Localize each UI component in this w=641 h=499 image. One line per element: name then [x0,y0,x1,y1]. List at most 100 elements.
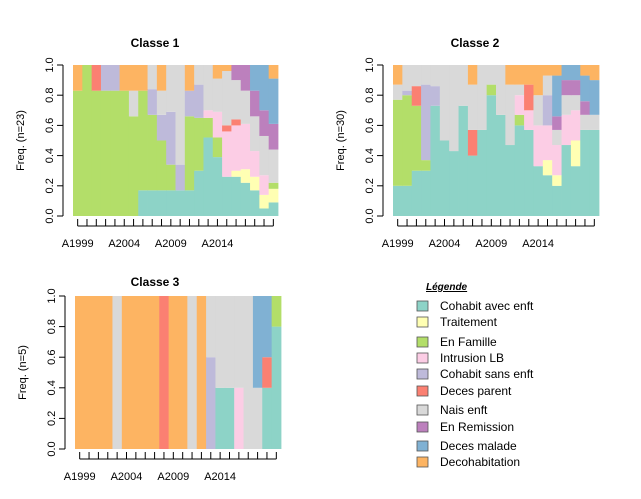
y-axis-label: Freq. (n=5) [17,345,29,400]
y-tick-label: 0.4 [364,148,376,163]
bar-segment-2012-nais-enft [514,84,525,96]
bar-segment-2018-deces-malade [250,65,260,91]
legend-swatch-deces-parent [416,385,429,397]
bar-segment-2018-deces-malade [252,296,263,388]
bar-segment-2002-cohabit-sans-enft [421,84,431,161]
bar-segment-2009-nais-enft [166,65,176,112]
legend-swatch-traitement [416,316,429,328]
bar-segment-2012-cohabit-avec-enft [194,170,204,216]
bar-segment-2011-cohabit-avec-enft [184,190,195,216]
bar-segment-2008-cohabit-avec-enft [477,129,488,216]
bar-segment-2010-decohabitation [178,296,188,449]
bar-segment-2009-cohabit-avec-enft [166,190,176,216]
y-axis-label: Freq. (n=23) [15,110,27,171]
bar-segment-2009-nais-enft [486,65,497,85]
bar-segment-2015-decohabitation [542,65,553,76]
bar-segment-2003-cohabit-sans-enft [430,86,441,106]
bar-segment-2014-decohabitation [533,65,544,96]
bar-segment-2006-nais-enft [458,65,469,106]
bar-segment-2015-nais-enft [222,71,232,126]
bar-segment-2013-en-famille [203,117,214,138]
bar-segment-2008-cohabit-sans-enft [156,114,167,141]
bar-segment-2017-cohabit-avec-enft [240,182,251,216]
x-tick-label: A2009 [155,238,187,250]
bar-segment-2015-cohabit-avec-enft [542,175,553,216]
legend-label-nais-enft: Nais enft [440,403,488,417]
bar-segment-2000-en-famille [402,95,413,186]
bar-segment-2005-decohabitation [131,296,141,449]
bar-segment-2019-cohabit-avec-enft [259,208,270,216]
bar-segment-2013-decohabitation [524,65,534,85]
legend-swatch-cohabit-avec-enft [416,300,429,312]
panel-classe-2: Classe 2 Freq. (n=30) 0.0 0.2 0.4 0.6 0.8 1.0 A1… [335,36,600,250]
bar-segment-2016-decohabitation [552,65,562,76]
bar-segment-2018-traitement [570,140,581,167]
x-tick-label: A2014 [522,238,554,250]
y-tick-label: 1.0 [46,288,58,303]
bar-segment-2006-decohabitation [138,65,148,91]
bar-segment-2003-nais-enft [112,296,123,449]
bar-segment-2008-cohabit-avec-enft [156,190,167,216]
bar-segment-2000-decohabitation [84,296,95,449]
bar-segment-2009-decohabitation [168,296,179,449]
bar-segment-2012-en-famille [514,114,525,126]
bar-segment-2020-en-famille [268,182,279,189]
bar-segment-2017-en-remission [240,65,251,91]
y-tick-label: 0.0 [364,208,376,223]
bar-segment-2012-cohabit-avec-enft [514,125,525,216]
bar-segment-2013-cohabit-avec-enft [203,137,214,216]
bar-segment-2005-nais-enft [449,65,459,152]
plot-title: Classe 3 [131,275,180,289]
bar-segment-2019-deces-malade [259,65,270,111]
bar-segment-2017-en-remission [561,80,572,96]
bar-segment-2015-nais-enft [542,75,553,96]
bar-segment-2010-cohabit-avec-enft [496,114,506,216]
bar-segment-2003-cohabit-sans-enft [110,65,120,91]
bar-segment-2014-cohabit-avec-enft [212,157,223,216]
bar-segment-2005-decohabitation [128,65,139,91]
x-tick-label: A2014 [204,471,236,483]
bar-segment-2014-intrusion-lb [212,111,223,138]
bar-segment-2016-traitement [231,170,242,177]
bar-segment-2020-en-famille [271,296,282,327]
bar-segment-2000-cohabit-sans-enft [402,90,413,96]
bar-segment-2007-cohabit-sans-enft [147,89,158,115]
bar-segment-2012-en-famille [194,117,204,171]
legend: Légende Cohabit avec enft Traitement En Fa… [416,282,534,469]
bar-segment-2016-cohabit-avec-enft [231,176,242,216]
bar-segment-2019-cohabit-avec-enft [580,129,591,216]
bar-segment-2018-intrusion-lb [570,110,581,141]
bar-segment-2007-en-famille [147,114,158,191]
bar-segment-2020-traitement [268,188,279,203]
bar-segment-2012-decohabitation [514,65,525,85]
legend-label-cohabit-sans-enft: Cohabit sans enft [440,367,534,381]
legend-label-deces-parent: Deces parent [440,384,512,398]
bar-segment-2000-en-famille [82,65,93,216]
bar-segment-2009-en-famille [486,84,497,96]
bar-segment-1999-cohabit-avec-enft [393,185,403,216]
bar-segment-2005-en-famille [128,116,139,216]
legend-swatch-nais-enft [416,404,429,416]
bar-segment-2013-nais-enft [206,296,216,358]
y-tick-label: 0.2 [44,178,56,193]
legend-title: Légende [426,282,468,293]
bar-segment-2015-decohabitation [222,65,232,72]
bar-segment-2014-decohabitation [212,65,223,79]
panel-classe-1: Classe 1 Freq. (n=23) 0.0 0.2 0.4 0.6 0.8 1.0 A1… [15,36,279,250]
bar-segment-2017-intrusion-lb [561,114,572,146]
bar-segment-2016-nais-enft [234,296,244,388]
legend-label-traitement: Traitement [440,315,498,329]
bar-segment-2006-en-famille [138,90,148,191]
bar-segment-2013-intrusion-lb [524,110,534,130]
legend-swatch-deces-malade [416,440,429,452]
bar-segment-1999-nais-enft [393,84,403,100]
bar-segment-2019-deces-malade [262,296,273,358]
legend-label-decohabitation: Decohabitation [440,455,520,469]
bar-segment-2015-deces-parent [222,125,232,132]
x-tick-label: A2014 [202,238,234,250]
bar-segment-2019-en-remission [580,101,591,115]
y-tick-label: 0.2 [364,178,376,193]
bar-segment-2014-en-famille [212,137,223,158]
bar-segment-2019-deces-parent [262,357,273,388]
bar-segment-2018-intrusion-lb [250,151,260,177]
